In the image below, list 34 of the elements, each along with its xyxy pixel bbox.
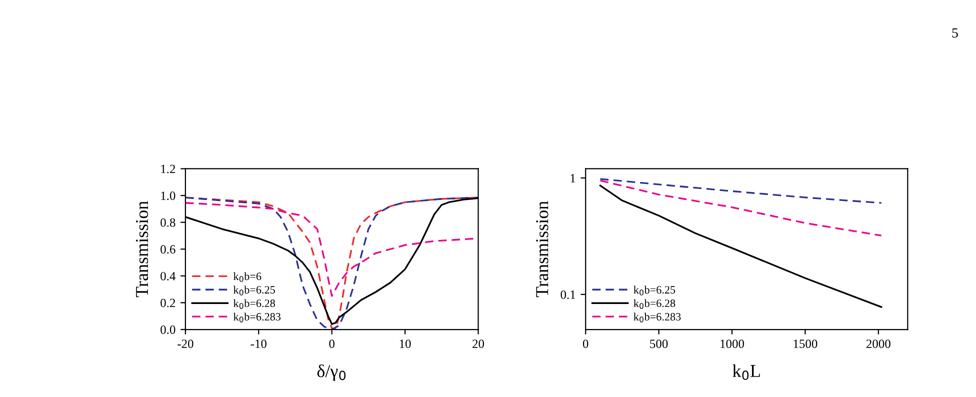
- x-tick-label: -10: [250, 340, 266, 348]
- x-axis-title: k$_{0}$L: [732, 364, 760, 380]
- x-tick-label: 1000: [720, 340, 744, 348]
- x-tick-label: 0: [329, 340, 334, 348]
- y-tick-label: 0.8: [160, 218, 176, 227]
- legend-label: k$_{0}$b=6.28: [233, 299, 275, 309]
- y-tick-label: 0.4: [160, 272, 176, 280]
- line-series: [599, 178, 882, 204]
- y-tick-label: 0.6: [160, 245, 176, 254]
- x-tick-label: 10: [400, 340, 411, 348]
- legend-label: k$_{0}$b=6.25: [634, 286, 676, 296]
- line-series: [599, 180, 882, 236]
- text: 5: [952, 28, 958, 38]
- y-tick-label: 1.2: [161, 164, 176, 174]
- legend-label: k$_{0}$b=6.283: [634, 312, 681, 322]
- x-tick-label: 1500: [794, 340, 818, 348]
- y-axis-title: Transmission: [536, 201, 548, 298]
- x-tick-label: -20: [178, 340, 194, 348]
- legend-label: k$_{0}$b=6: [233, 272, 262, 282]
- y-tick-label: 0.2: [160, 298, 176, 308]
- x-tick-label: 0: [582, 340, 588, 348]
- x-tick-label: 2000: [866, 340, 890, 348]
- y-tick-label: 0.1: [560, 290, 576, 299]
- x-tick-label: 500: [650, 340, 668, 348]
- y-tick-label: 0.0: [160, 326, 176, 334]
- x-tick-label: 20: [472, 340, 484, 348]
- legend-label: k$_{0}$b=6.283: [233, 312, 281, 322]
- y-tick-label: 1: [570, 174, 576, 182]
- x-axis-title: δ/γ$_{0}$: [317, 364, 346, 381]
- legend-label: k$_{0}$b=6.25: [233, 286, 275, 296]
- legend-label: k$_{0}$b=6.28: [634, 299, 676, 309]
- line-series: [599, 184, 882, 308]
- y-axis-title: Transmission: [136, 201, 148, 298]
- y-tick-label: 1.0: [161, 192, 176, 200]
